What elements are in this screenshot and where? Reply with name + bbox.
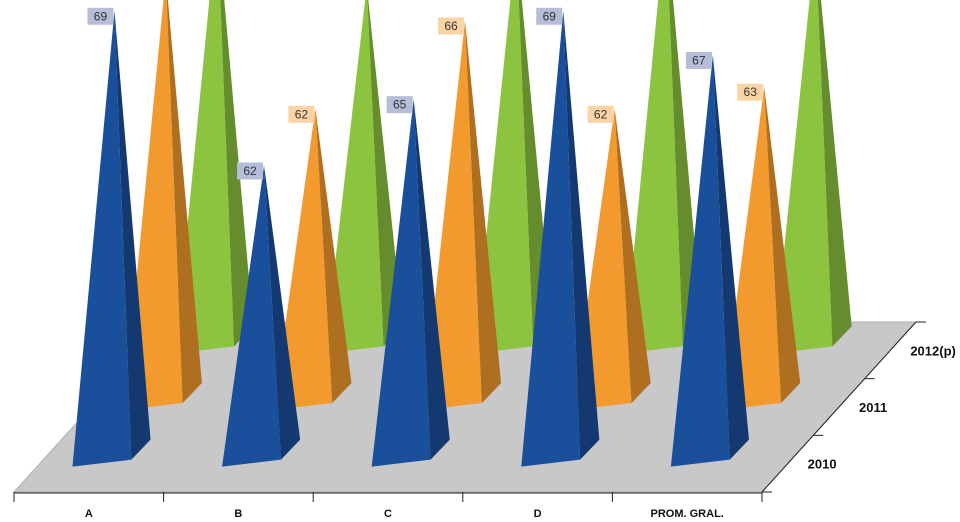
chart-axes: A B C D PROM. GRAL. 2010 2011 2012(p) [13,321,956,520]
pyramid-mark: 69 [521,7,600,467]
value-label-bg [87,7,114,25]
pyramid-mark: 67 [773,0,852,354]
value-label: 62 [594,107,608,121]
pyramid-front-face [773,0,833,354]
value-label: 63 [744,85,758,99]
pyramid-side-face [465,20,502,404]
pyramid-front-face [222,165,281,467]
value-label-bg [587,105,614,123]
x-tick-label: PROM. GRAL. [651,508,724,520]
value-label-bg [288,105,315,123]
x-tick-label: A [85,508,93,520]
pyramid-side-face [817,0,852,347]
pyramid-side-face [114,10,151,460]
pyramid-mark: 69 [72,7,151,467]
depth-axis-line [761,321,917,493]
x-tick-label: B [234,508,242,520]
value-label-bg [386,96,413,114]
pyramid-front-face [324,0,384,354]
value-label: 62 [243,164,257,178]
value-label: 65 [393,98,407,112]
pyramid-side-face [315,108,352,404]
pyramid-mark: 62 [273,105,352,411]
pyramid-side-face [166,0,202,403]
pyramid-mark: 65 [371,96,450,467]
pyramid-front-face [623,0,683,354]
series-label: 2011 [859,400,887,415]
pyramid-side-face [367,0,403,347]
pyramid-front-face [371,99,431,467]
pyramid-front-face [72,10,132,467]
pyramid-mark: 67 [670,51,749,467]
value-label: 66 [444,19,458,33]
pyramid-side-face [264,165,301,460]
pyramid-side-face [220,0,254,347]
pyramid-side-face [563,10,600,460]
pyramid-mark: 66 [423,17,502,411]
pyramid-side-face [764,86,801,403]
pyramid-front-face [670,54,730,467]
pyramid-side-face [614,108,651,404]
value-label-bg [237,162,264,180]
value-label: 62 [295,107,309,121]
pyramid-mark: 65 [324,0,403,354]
pyramid-front-face [423,20,482,411]
x-tick-label: C [384,508,392,520]
value-label-bg [536,7,563,25]
value-label: 69 [94,9,108,23]
value-label: 69 [543,9,557,23]
pyramid-front-face [273,108,333,411]
pyramid-mark: 62 [222,162,301,467]
value-label: 67 [692,53,706,67]
pyramid-side-face [712,54,749,460]
x-tick-label: D [534,508,542,520]
series-label: 2010 [808,457,837,472]
value-label-bg [737,83,764,101]
value-label-bg [438,17,464,35]
value-label-bg [685,51,712,69]
chart-pyramids: 686567686768626662636962656967 [72,0,852,467]
series-label: 2012(p) [910,343,956,358]
pyramid-side-face [413,99,450,460]
pyramid-front-face [521,10,581,467]
